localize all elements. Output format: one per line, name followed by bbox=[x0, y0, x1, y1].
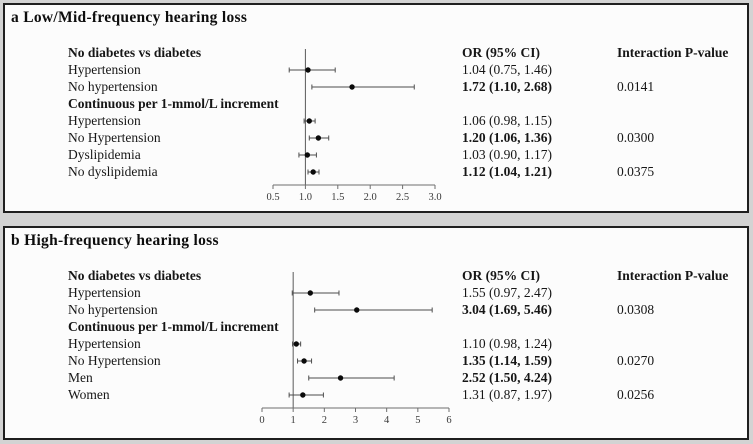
x-axis-tick-label: 1.5 bbox=[331, 192, 344, 203]
x-axis-tick-label: 5 bbox=[415, 415, 420, 426]
or-point-marker bbox=[315, 135, 322, 141]
x-axis-tick-label: 3 bbox=[353, 415, 358, 426]
or-ci-value: 1.12 (1.04, 1.21) bbox=[462, 164, 552, 179]
x-axis-tick-label: 2 bbox=[322, 415, 327, 426]
panel-low-mid-frequency-hearing-loss: 0.5 1.0 1.5 2.0 2.5 3.0 a Low/Mid-frequency h… bbox=[3, 3, 749, 213]
x-axis-tick-label: 3.0 bbox=[428, 192, 441, 203]
x-axis-tick-label: 2.0 bbox=[364, 192, 377, 203]
panel-high-frequency-hearing-loss: 0 1 2 3 4 5 6 b High-frequency hearing loss OR… bbox=[3, 226, 749, 440]
interaction-pvalue-column-header: Interaction P-value bbox=[617, 45, 729, 60]
or-ci-value: 1.31 (0.87, 1.97) bbox=[462, 387, 552, 402]
panel-title: a Low/Mid-frequency hearing loss bbox=[11, 9, 248, 26]
x-axis-tick-label: 1.0 bbox=[299, 192, 312, 203]
or-point-marker bbox=[306, 118, 312, 124]
group-header-label: Continuous per 1-mmol/L increment bbox=[68, 96, 279, 111]
interaction-p-value: 0.0256 bbox=[617, 387, 655, 402]
x-axis-tick-label: 2.5 bbox=[396, 192, 409, 203]
or-point-marker bbox=[300, 392, 306, 398]
or-point-marker bbox=[305, 67, 311, 73]
or-ci-column-header: OR (95% CI) bbox=[462, 45, 540, 60]
or-ci-value: 1.06 (0.98, 1.15) bbox=[462, 113, 552, 128]
forest-plot: 0.5 1.0 1.5 2.0 2.5 3.0 bbox=[266, 49, 442, 203]
or-point-marker bbox=[354, 307, 360, 313]
or-ci-value: 1.72 (1.10, 2.68) bbox=[462, 79, 552, 94]
or-ci-value: 2.52 (1.50, 4.24) bbox=[462, 370, 552, 385]
row-label: No Hypertension bbox=[68, 353, 161, 368]
or-ci-value: 1.03 (0.90, 1.17) bbox=[462, 147, 552, 162]
interaction-p-value: 0.0375 bbox=[617, 164, 655, 179]
or-ci-value: 1.20 (1.06, 1.36) bbox=[462, 130, 552, 145]
or-point-marker bbox=[304, 152, 311, 158]
or-point-marker bbox=[301, 358, 307, 364]
or-ci-value: 1.35 (1.14, 1.59) bbox=[462, 353, 552, 368]
or-ci-value: 3.04 (1.69, 5.46) bbox=[462, 302, 552, 317]
x-axis-tick-label: 6 bbox=[446, 415, 451, 426]
row-label: No hypertension bbox=[68, 302, 158, 317]
group-header-label: No diabetes vs diabetes bbox=[68, 45, 202, 60]
or-point-marker bbox=[337, 375, 344, 381]
row-label: Dyslipidemia bbox=[68, 147, 141, 162]
x-axis-tick-label: 0.5 bbox=[266, 192, 279, 203]
group-header-label: Continuous per 1-mmol/L increment bbox=[68, 319, 279, 334]
row-label: No Hypertension bbox=[68, 130, 161, 145]
or-ci-value: 1.10 (0.98, 1.24) bbox=[462, 336, 552, 351]
or-point-marker bbox=[293, 341, 299, 347]
or-point-marker bbox=[307, 290, 314, 296]
interaction-p-value: 0.0270 bbox=[617, 353, 655, 368]
or-point-marker bbox=[310, 169, 316, 175]
x-axis-tick-label: 0 bbox=[259, 415, 264, 426]
or-ci-value: 1.04 (0.75, 1.46) bbox=[462, 62, 552, 77]
row-label: Men bbox=[68, 370, 93, 385]
interaction-p-value: 0.0141 bbox=[617, 79, 655, 94]
x-axis-tick-label: 1 bbox=[291, 415, 296, 426]
row-label: Women bbox=[68, 387, 110, 402]
forest-plot: 0 1 2 3 4 5 6 bbox=[259, 272, 452, 426]
x-axis-tick-label: 4 bbox=[384, 415, 390, 426]
interaction-pvalue-column-header: Interaction P-value bbox=[617, 268, 729, 283]
row-label: Hypertension bbox=[68, 113, 141, 128]
row-label: No hypertension bbox=[68, 79, 158, 94]
interaction-p-value: 0.0308 bbox=[617, 302, 655, 317]
or-ci-value: 1.55 (0.97, 2.47) bbox=[462, 285, 552, 300]
row-label: Hypertension bbox=[68, 285, 141, 300]
group-header-label: No diabetes vs diabetes bbox=[68, 268, 202, 283]
or-ci-column-header: OR (95% CI) bbox=[462, 268, 540, 283]
row-label: Hypertension bbox=[68, 336, 141, 351]
row-label: No dyslipidemia bbox=[68, 164, 158, 179]
row-label: Hypertension bbox=[68, 62, 141, 77]
or-point-marker bbox=[349, 84, 355, 90]
interaction-p-value: 0.0300 bbox=[617, 130, 655, 145]
panel-title: b High-frequency hearing loss bbox=[11, 232, 219, 249]
